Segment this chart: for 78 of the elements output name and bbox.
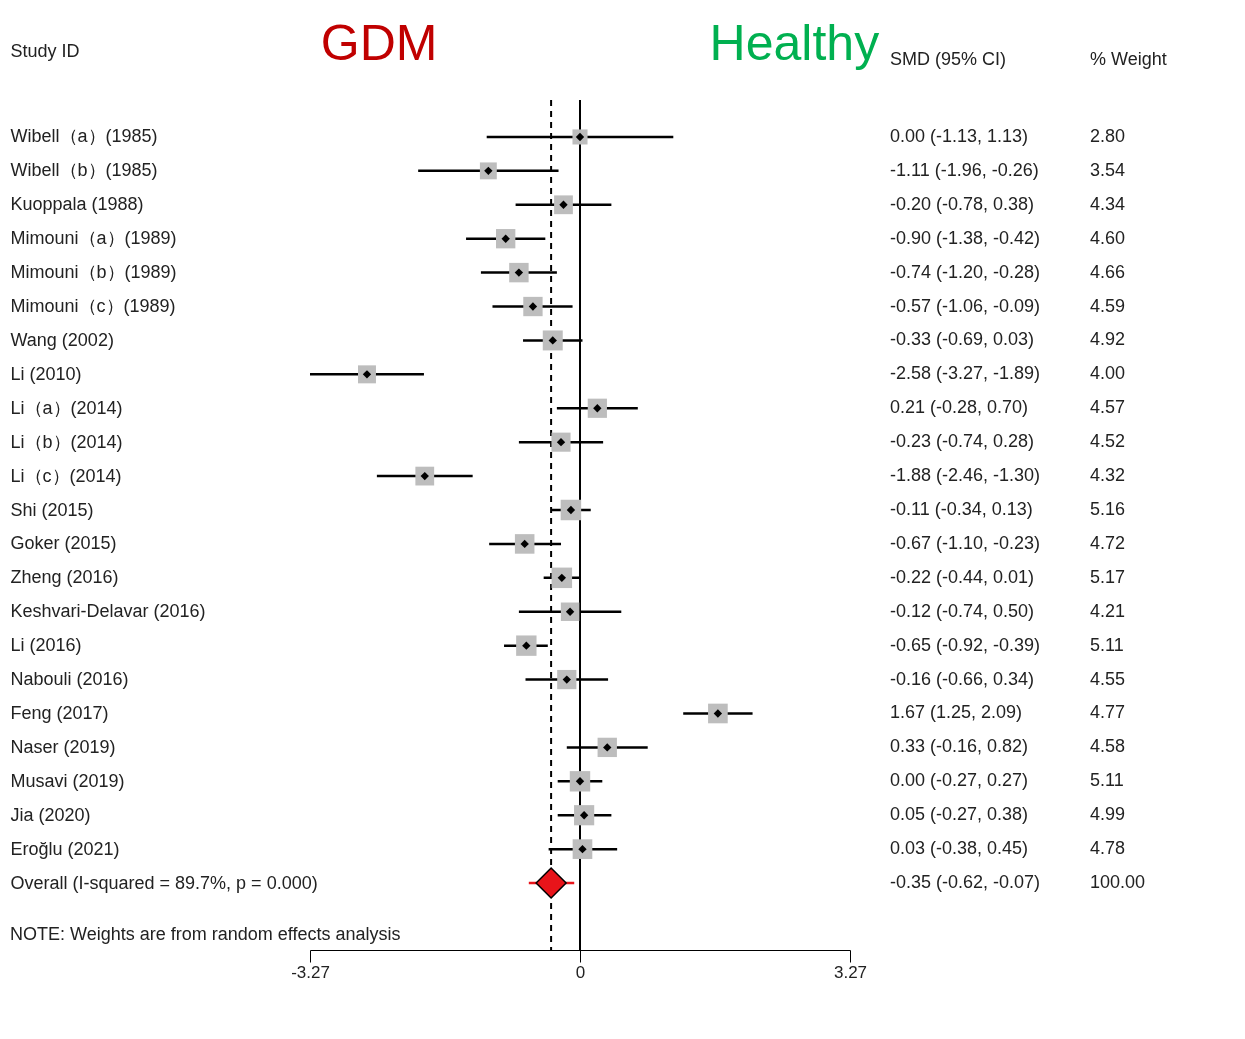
text: -1.11 (-1.96, -0.26) bbox=[890, 159, 1039, 180]
text: 4.77 bbox=[1090, 702, 1126, 723]
text: -0.57 (-1.06, -0.09) bbox=[890, 295, 1041, 316]
text: 3.54 bbox=[1090, 159, 1126, 180]
text: 4.57 bbox=[1090, 397, 1126, 418]
text: -0.23 (-0.74, 0.28) bbox=[890, 431, 1035, 452]
text: -0.74 (-1.20, -0.28) bbox=[890, 261, 1041, 282]
text: 5.16 bbox=[1090, 499, 1126, 519]
y-tick-label: Mimouni（a）(1989) bbox=[10, 228, 177, 249]
y-tick-label: Kuoppala (1988) bbox=[10, 194, 144, 215]
y-axis-title: Study ID bbox=[10, 40, 80, 61]
y-tick-label: Mimouni（c）(1989) bbox=[10, 296, 176, 317]
text: 4.52 bbox=[1090, 431, 1126, 452]
text: -0.90 (-1.38, -0.42) bbox=[890, 227, 1041, 248]
y-tick-label: Shi (2015) bbox=[10, 499, 94, 520]
text: -0.67 (-1.10, -0.23) bbox=[890, 532, 1041, 553]
text: 1.67 (1.25, 2.09) bbox=[890, 702, 1023, 723]
y-tick-label: Musavi (2019) bbox=[10, 770, 125, 791]
text: -0.65 (-0.92, -0.39) bbox=[890, 634, 1041, 655]
text: -0.11 (-0.34, 0.13) bbox=[890, 499, 1033, 519]
y-tick-label: Overall (I-squared = 89.7%, p = 0.000) bbox=[10, 872, 318, 893]
text: 0.21 (-0.28, 0.70) bbox=[890, 397, 1029, 418]
y-tick-label: Nabouli (2016) bbox=[10, 669, 129, 690]
y-tick-label: Li (2010) bbox=[10, 363, 82, 384]
y-tick-label: Wang (2002) bbox=[10, 329, 114, 350]
text: -1.88 (-2.46, -1.30) bbox=[890, 465, 1041, 486]
text: -0.35 (-0.62, -0.07) bbox=[890, 872, 1041, 893]
y-tick-label: Li (2016) bbox=[10, 635, 82, 656]
text: 4.60 bbox=[1090, 227, 1126, 248]
text: 4.78 bbox=[1090, 838, 1126, 859]
y-tick-label: Li（a）(2014) bbox=[10, 397, 123, 418]
x-tick-label: 0 bbox=[575, 962, 586, 982]
y-tick-label: Feng (2017) bbox=[10, 702, 109, 723]
text: 2.80 bbox=[1090, 125, 1126, 146]
text: -2.58 (-3.27, -1.89) bbox=[890, 363, 1041, 384]
text: 4.66 bbox=[1090, 261, 1126, 282]
text: Healthy bbox=[709, 15, 880, 71]
text: 4.59 bbox=[1090, 295, 1126, 316]
text: -0.33 (-0.69, 0.03) bbox=[890, 329, 1035, 350]
text: -0.22 (-0.44, 0.01) bbox=[890, 566, 1035, 587]
y-tick-label: Li（b）(2014) bbox=[10, 431, 123, 452]
x-tick-label: -3.27 bbox=[291, 962, 330, 982]
text: NOTE: Weights are from random effects analysis bbox=[10, 924, 401, 944]
text: 4.55 bbox=[1090, 668, 1126, 689]
text: -0.12 (-0.74, 0.50) bbox=[890, 600, 1035, 621]
text: 4.99 bbox=[1090, 804, 1126, 825]
y-tick-label: Li（c）(2014) bbox=[10, 465, 122, 486]
y-tick-label: Naser (2019) bbox=[10, 736, 116, 757]
text: 0.00 (-0.27, 0.27) bbox=[890, 770, 1029, 791]
y-tick-label: Wibell（b）(1985) bbox=[10, 160, 158, 181]
y-tick-label: Eroğlu (2021) bbox=[10, 838, 120, 859]
text: 4.72 bbox=[1090, 532, 1126, 553]
y-tick-label: Jia (2020) bbox=[10, 804, 91, 825]
text: SMD (95% CI) bbox=[890, 49, 1007, 69]
text: 0.03 (-0.38, 0.45) bbox=[890, 838, 1029, 859]
y-tick-label: Wibell（a）(1985) bbox=[10, 126, 158, 147]
x-tick-label: 3.27 bbox=[833, 962, 868, 982]
text: -0.16 (-0.66, 0.34) bbox=[890, 668, 1035, 689]
text: 0.33 (-0.16, 0.82) bbox=[890, 736, 1029, 757]
text: 4.00 bbox=[1090, 363, 1126, 384]
y-tick-label: Keshvari-Delavar (2016) bbox=[10, 601, 206, 622]
text: GDM bbox=[320, 15, 438, 71]
text: 0.00 (-1.13, 1.13) bbox=[890, 125, 1029, 146]
text: % Weight bbox=[1090, 49, 1167, 69]
text: 4.58 bbox=[1090, 736, 1126, 757]
y-tick-label: Zheng (2016) bbox=[10, 567, 119, 588]
text: 5.11 bbox=[1090, 770, 1124, 791]
y-tick-label: Goker (2015) bbox=[10, 533, 117, 554]
text: 5.11 bbox=[1090, 634, 1124, 655]
text: -0.20 (-0.78, 0.38) bbox=[890, 193, 1035, 214]
text: 4.34 bbox=[1090, 193, 1126, 214]
text: 100.00 bbox=[1090, 872, 1146, 893]
text: 5.17 bbox=[1090, 566, 1126, 587]
y-tick-label: Mimouni（b）(1989) bbox=[10, 262, 177, 283]
text: 4.92 bbox=[1090, 329, 1126, 350]
text: 4.32 bbox=[1090, 465, 1126, 486]
text: 4.21 bbox=[1090, 600, 1126, 621]
text: 0.05 (-0.27, 0.38) bbox=[890, 804, 1029, 825]
